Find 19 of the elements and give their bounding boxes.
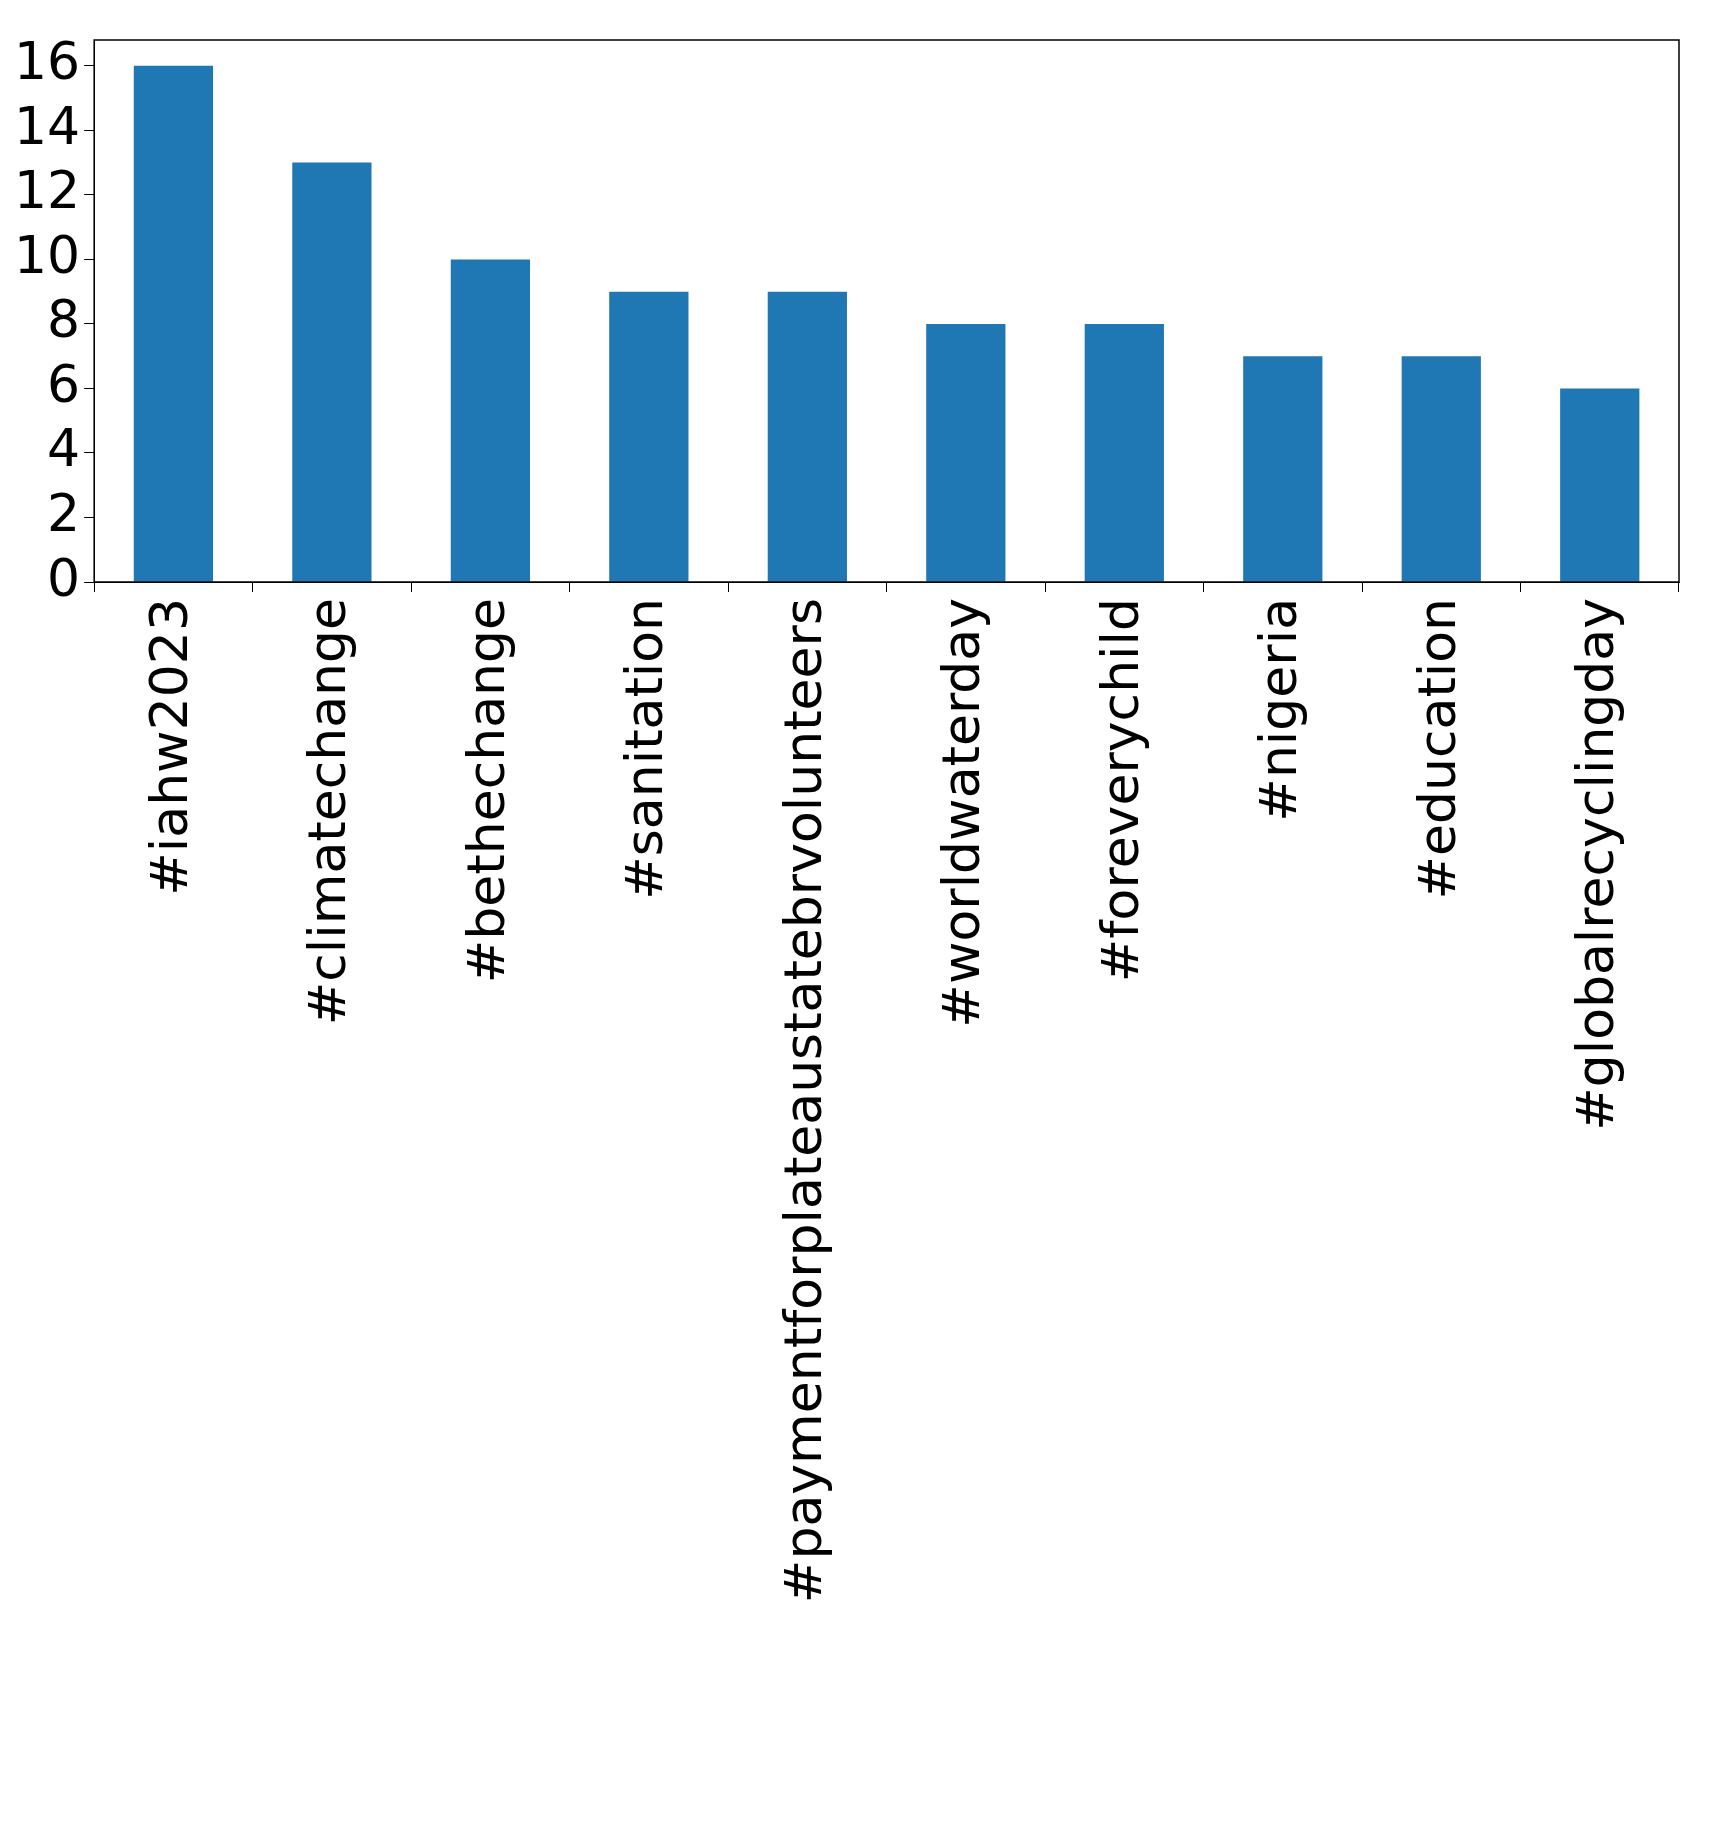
x-tick-label: #sanitation <box>614 598 675 900</box>
y-tick-label: 16 <box>14 31 81 92</box>
y-tick-label: 10 <box>14 224 81 285</box>
x-tick-label: #climatechange <box>297 598 358 1026</box>
y-tick-label: 12 <box>14 160 81 221</box>
y-tick-label: 14 <box>14 95 81 156</box>
x-tick-label: #worldwaterday <box>931 598 992 1028</box>
y-tick-label: 8 <box>47 289 81 350</box>
y-tick-label: 2 <box>47 482 81 543</box>
x-tick-label: #nigeria <box>1248 598 1309 822</box>
x-tick-label: #iahw2023 <box>138 598 199 896</box>
x-tick-label: #foreverychild <box>1089 598 1150 983</box>
x-tick-label: #education <box>1406 598 1467 900</box>
y-tick-label: 4 <box>47 418 81 479</box>
x-tick-label: #paymentforplateaustatebrvolunteers <box>772 598 833 1604</box>
y-tick-label: 0 <box>47 547 81 608</box>
x-tick-label: #bethechange <box>455 598 516 984</box>
y-tick-label: 6 <box>47 353 81 414</box>
x-tick-label: #globalrecyclingday <box>1565 598 1626 1131</box>
